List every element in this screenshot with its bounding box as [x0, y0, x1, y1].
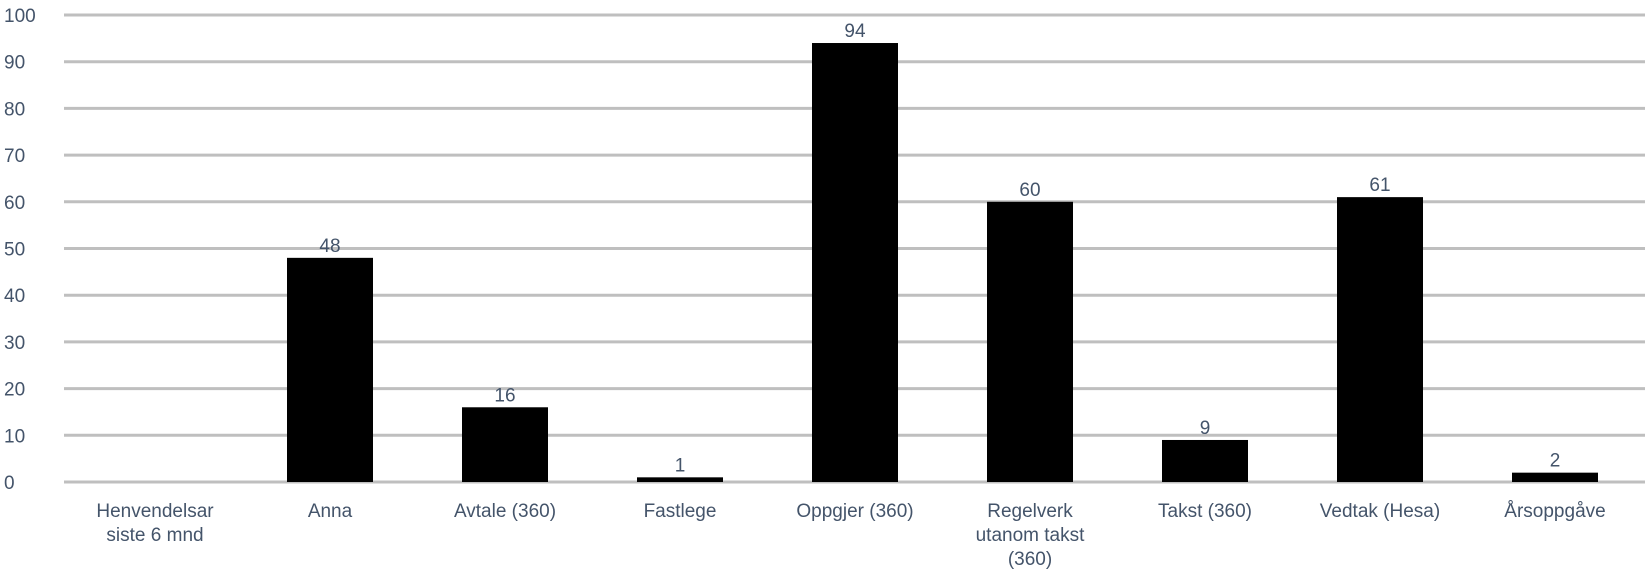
category-label-line: Takst (360) [1158, 501, 1252, 522]
category-label: Årsoppgåve [1504, 501, 1605, 522]
bar [1162, 439, 1248, 482]
y-tick-label: 80 [4, 99, 25, 120]
category-label: Oppgjer (360) [796, 501, 913, 522]
category-label-line: Regelverk [987, 501, 1073, 522]
y-tick-label: 20 [4, 380, 25, 401]
data-labels: 48 16 1 94 60 9 61 2 [319, 21, 1560, 476]
category-label-line: Årsoppgåve [1504, 501, 1605, 522]
category-label-line: Avtale (360) [454, 501, 556, 522]
category-label-line: Henvendelsar [96, 501, 214, 522]
y-tick-label: 40 [4, 286, 25, 307]
category-label: Regelverk utanom takst (360) [976, 501, 1085, 570]
category-label: Vedtak (Hesa) [1320, 501, 1440, 522]
data-label: 16 [494, 385, 515, 406]
bar [637, 477, 723, 482]
data-label: 1 [675, 455, 686, 476]
bar [812, 43, 898, 483]
data-label: 94 [844, 21, 866, 42]
data-label: 9 [1200, 418, 1211, 439]
data-label: 48 [319, 236, 340, 257]
category-label: Henvendelsar siste 6 mnd [96, 501, 214, 546]
category-label-line: Fastlege [644, 501, 717, 522]
y-tick-label: 30 [4, 333, 25, 354]
category-label: Avtale (360) [454, 501, 556, 522]
category-label-line: Anna [308, 501, 353, 522]
category-label: Fastlege [644, 501, 717, 522]
y-tick-label: 90 [4, 53, 25, 74]
category-label-line: Oppgjer (360) [796, 501, 913, 522]
category-label-line: Vedtak (Hesa) [1320, 501, 1440, 522]
category-label-line: siste 6 mnd [106, 525, 203, 546]
data-label: 2 [1550, 451, 1561, 472]
y-tick-label: 100 [4, 6, 36, 27]
bar [1512, 472, 1598, 482]
x-axis-category-labels: Henvendelsar siste 6 mnd Anna Avtale (360) F… [96, 501, 1605, 570]
y-tick-label: 60 [4, 193, 25, 214]
data-label: 61 [1369, 175, 1390, 196]
bars [287, 43, 1598, 483]
y-tick-label: 10 [4, 426, 25, 447]
y-tick-label: 50 [4, 240, 25, 261]
category-label: Anna [308, 501, 353, 522]
category-label-line: utanom takst [976, 525, 1085, 546]
category-label: Takst (360) [1158, 501, 1252, 522]
y-tick-label: 0 [4, 473, 15, 494]
category-label-line: (360) [1008, 549, 1052, 570]
bar [987, 201, 1073, 483]
y-axis-tick-labels: 0 10 20 30 40 50 60 70 80 90 100 [4, 6, 36, 494]
bar [1337, 197, 1423, 482]
bar [287, 257, 373, 482]
bar [462, 407, 548, 482]
y-tick-label: 70 [4, 146, 25, 167]
data-label: 60 [1019, 180, 1040, 201]
